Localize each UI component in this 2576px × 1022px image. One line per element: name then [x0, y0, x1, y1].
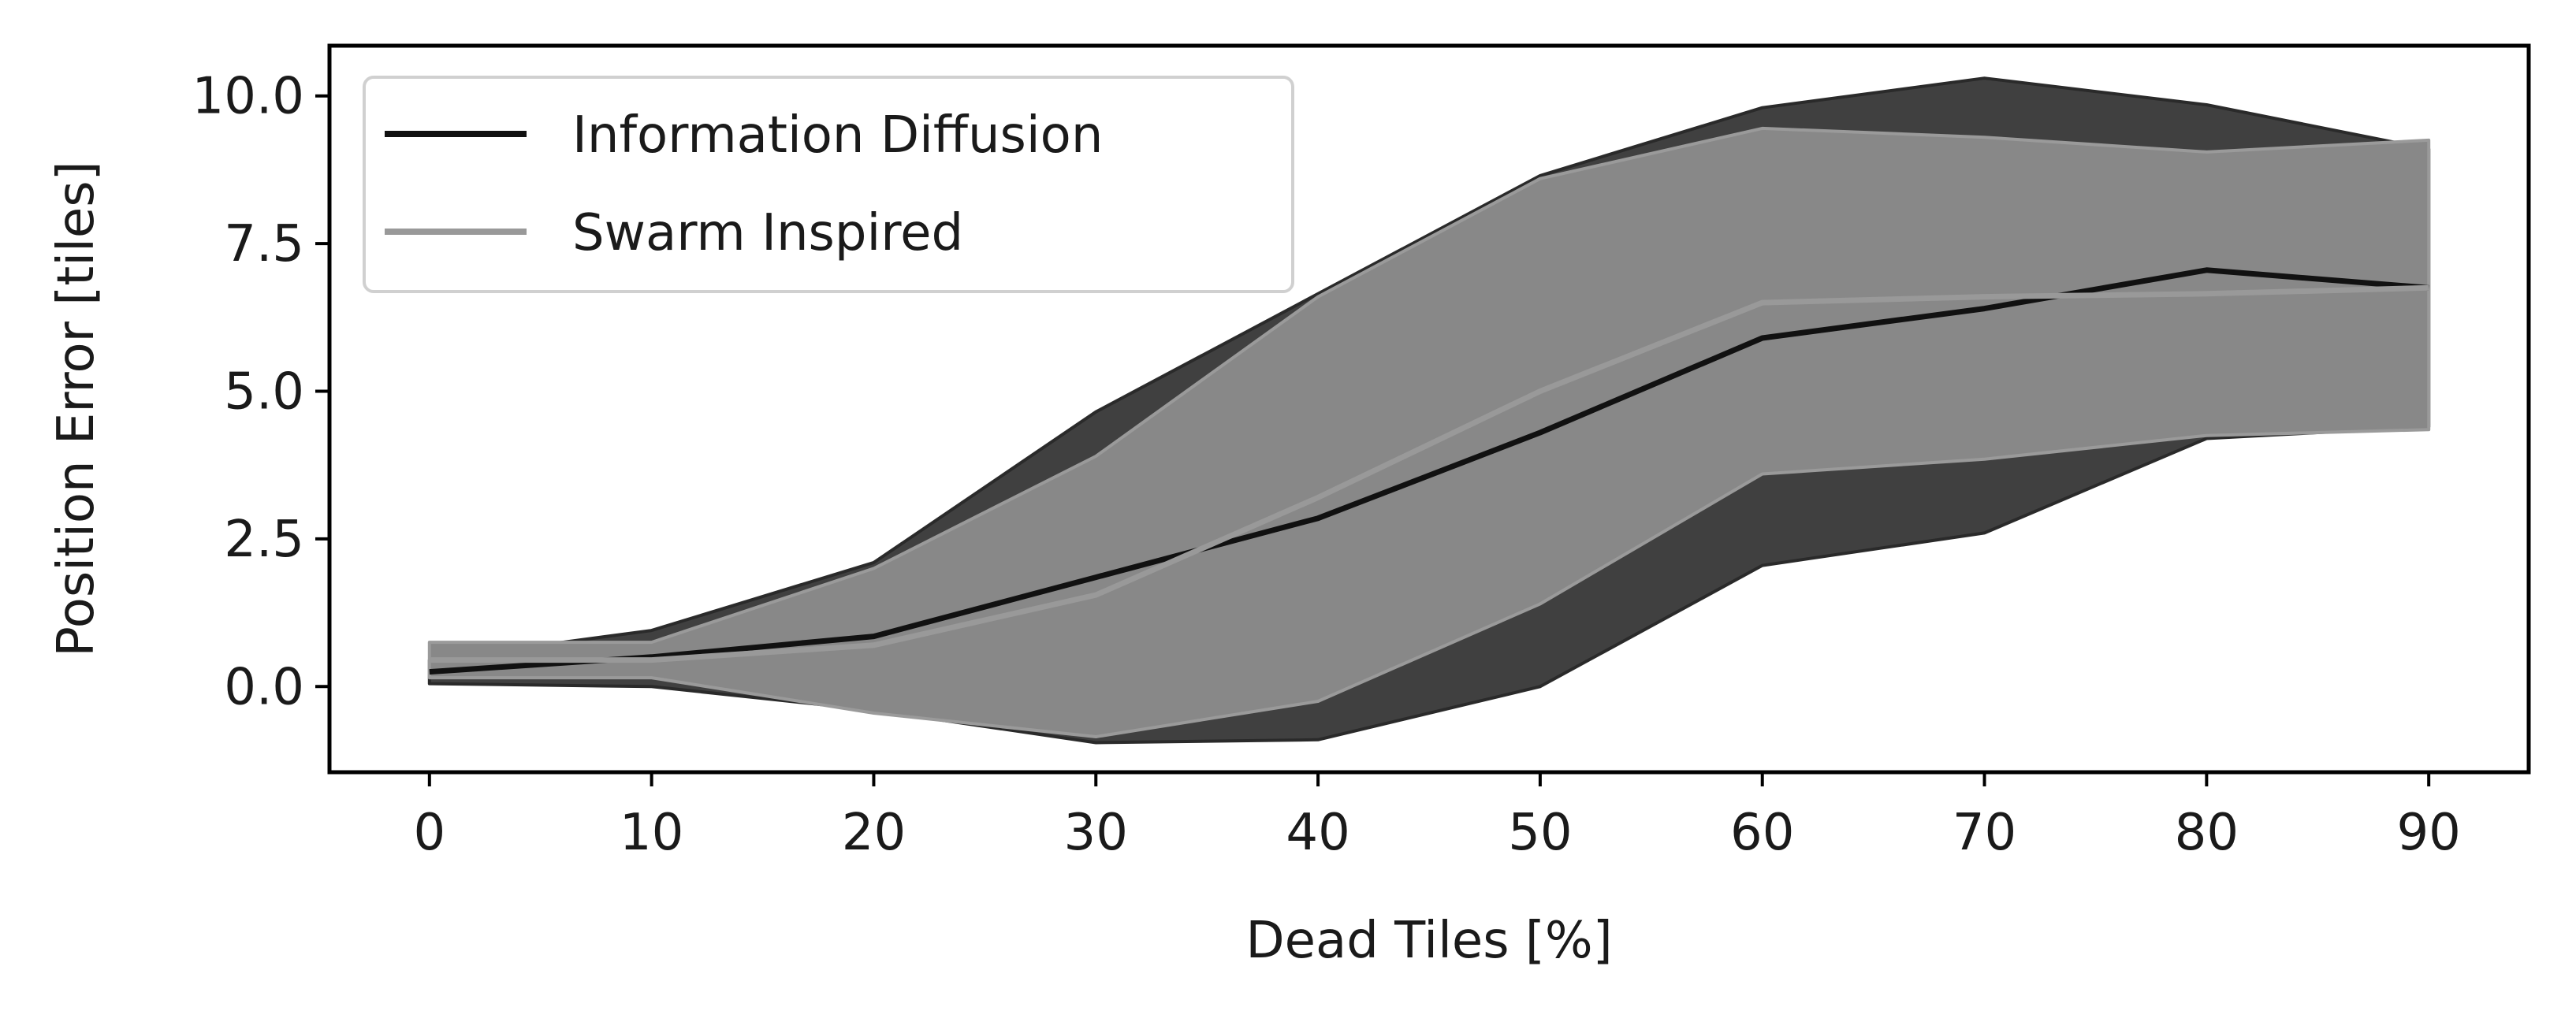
band-series-2: [427, 126, 2431, 738]
y-tick-label: 7.5: [224, 215, 304, 273]
y-tick-label: 2.5: [224, 511, 304, 569]
x-axis-label: Dead Tiles [%]: [1245, 912, 1612, 970]
y-tick-label: 0.0: [224, 658, 304, 716]
plot-frame: [327, 43, 2531, 775]
x-tick-label: 90: [2396, 804, 2460, 862]
x-tick-label: 30: [1064, 804, 1128, 862]
confidence-bands: [427, 76, 2431, 745]
x-axis-ticks: 0 10 20 30 40 50 60 70 80 90: [413, 772, 2461, 862]
legend-box: [363, 76, 1294, 293]
x-tick-label: 80: [2175, 804, 2239, 862]
legend: Information Diffusion Swarm Inspired: [363, 76, 1294, 293]
x-tick-label: 60: [1730, 804, 1794, 862]
x-tick-label: 10: [620, 804, 683, 862]
x-tick-label: 40: [1286, 804, 1349, 862]
legend-label-series-2: Swarm Inspired: [572, 204, 963, 262]
x-tick-label: 50: [1508, 804, 1572, 862]
y-axis-ticks: 0.0 2.5 5.0 7.5 10.0: [192, 68, 329, 716]
series-lines: [429, 267, 2429, 675]
line-series-2: [429, 284, 2429, 663]
x-tick-label: 70: [1952, 804, 2016, 862]
x-tick-label: 20: [842, 804, 906, 862]
legend-label-series-1: Information Diffusion: [572, 106, 1103, 165]
y-axis-label: Position Error [tiles]: [47, 161, 106, 656]
line-series-1: [429, 267, 2429, 675]
y-tick-label: 5.0: [224, 363, 304, 422]
y-tick-label: 10.0: [192, 68, 305, 126]
x-tick-label: 0: [413, 804, 445, 862]
